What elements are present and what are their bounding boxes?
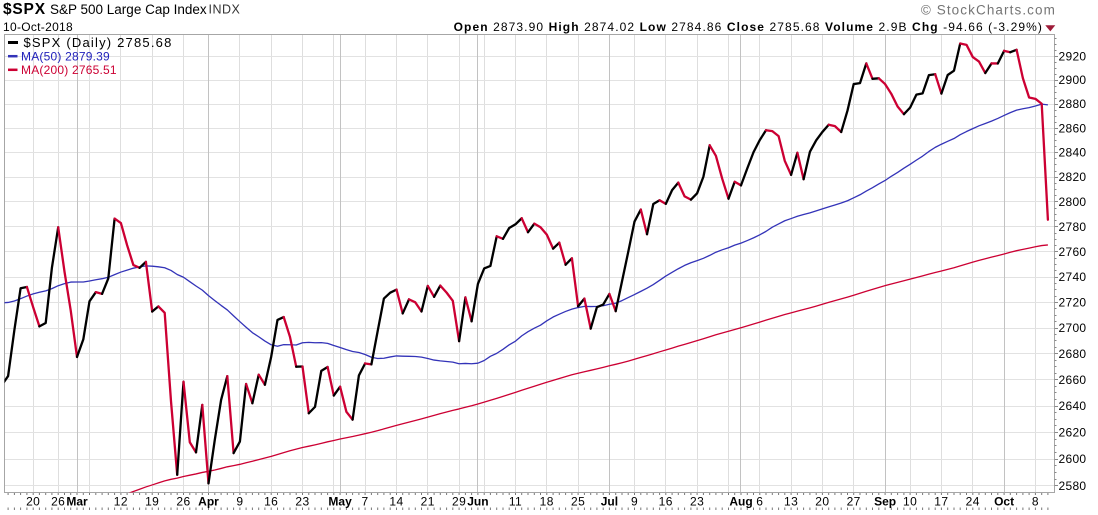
- svg-text:MA(200) 2765.51: MA(200) 2765.51: [21, 63, 117, 77]
- svg-text:2700: 2700: [1059, 321, 1087, 335]
- svg-text:Open 2873.90 High 2874.02 Lo: Open 2873.90 High 2874.02 Low 2784.86 Cl…: [454, 20, 1043, 34]
- svg-text:26: 26: [51, 495, 65, 509]
- svg-text:2860: 2860: [1059, 121, 1087, 135]
- svg-text:16: 16: [264, 495, 278, 509]
- svg-text:2660: 2660: [1059, 373, 1087, 387]
- svg-text:23: 23: [690, 495, 704, 509]
- svg-text:S&P 500 Large Cap Index: S&P 500 Large Cap Index: [50, 2, 207, 17]
- svg-text:2780: 2780: [1059, 220, 1087, 234]
- svg-text:8: 8: [1032, 495, 1039, 509]
- svg-text:18: 18: [540, 495, 554, 509]
- svg-text:© StockCharts.com: © StockCharts.com: [921, 3, 1056, 18]
- svg-text:10: 10: [903, 495, 917, 509]
- svg-text:24: 24: [966, 495, 980, 509]
- svg-text:19: 19: [145, 495, 159, 509]
- svg-text:20: 20: [26, 495, 40, 509]
- svg-text:$SPX (Daily) 2785.68: $SPX (Daily) 2785.68: [24, 35, 173, 50]
- svg-text:INDX: INDX: [209, 3, 241, 17]
- svg-text:Sep: Sep: [874, 495, 896, 509]
- svg-text:2740: 2740: [1059, 270, 1087, 284]
- svg-text:23: 23: [295, 495, 309, 509]
- svg-text:6: 6: [756, 495, 763, 509]
- svg-text:Jun: Jun: [467, 495, 488, 509]
- svg-text:Oct: Oct: [994, 495, 1014, 509]
- svg-text:Mar: Mar: [66, 495, 88, 509]
- svg-text:2620: 2620: [1059, 425, 1087, 439]
- svg-text:2680: 2680: [1059, 347, 1087, 361]
- svg-text:2760: 2760: [1059, 245, 1087, 259]
- svg-text:11: 11: [509, 495, 522, 509]
- svg-text:$SPX: $SPX: [3, 1, 46, 18]
- svg-text:17: 17: [934, 495, 948, 509]
- svg-text:12: 12: [114, 495, 128, 509]
- svg-text:9: 9: [236, 495, 243, 509]
- svg-text:26: 26: [176, 495, 190, 509]
- svg-text:20: 20: [815, 495, 829, 509]
- svg-text:Jul: Jul: [601, 495, 618, 509]
- svg-text:27: 27: [847, 495, 861, 509]
- svg-text:Aug: Aug: [729, 495, 752, 509]
- svg-text:14: 14: [389, 495, 403, 509]
- svg-text:Apr: Apr: [198, 495, 219, 509]
- svg-text:16: 16: [659, 495, 673, 509]
- svg-text:May: May: [328, 495, 352, 509]
- svg-text:2600: 2600: [1059, 452, 1087, 466]
- svg-text:13: 13: [784, 495, 798, 509]
- svg-text:29: 29: [452, 495, 466, 509]
- svg-text:2580: 2580: [1059, 479, 1087, 493]
- svg-text:2880: 2880: [1059, 97, 1087, 111]
- svg-text:2800: 2800: [1059, 195, 1087, 209]
- svg-text:10-Oct-2018: 10-Oct-2018: [3, 20, 73, 34]
- svg-text:2840: 2840: [1059, 146, 1087, 160]
- svg-text:MA(50) 2879.39: MA(50) 2879.39: [21, 49, 110, 63]
- svg-text:2900: 2900: [1059, 73, 1087, 87]
- svg-text:2720: 2720: [1059, 296, 1087, 310]
- svg-text:2820: 2820: [1059, 170, 1087, 184]
- svg-text:9: 9: [631, 495, 638, 509]
- svg-text:2640: 2640: [1059, 399, 1087, 413]
- svg-text:21: 21: [421, 495, 435, 509]
- svg-text:25: 25: [571, 495, 585, 509]
- svg-text:7: 7: [362, 495, 369, 509]
- svg-text:2920: 2920: [1059, 49, 1087, 63]
